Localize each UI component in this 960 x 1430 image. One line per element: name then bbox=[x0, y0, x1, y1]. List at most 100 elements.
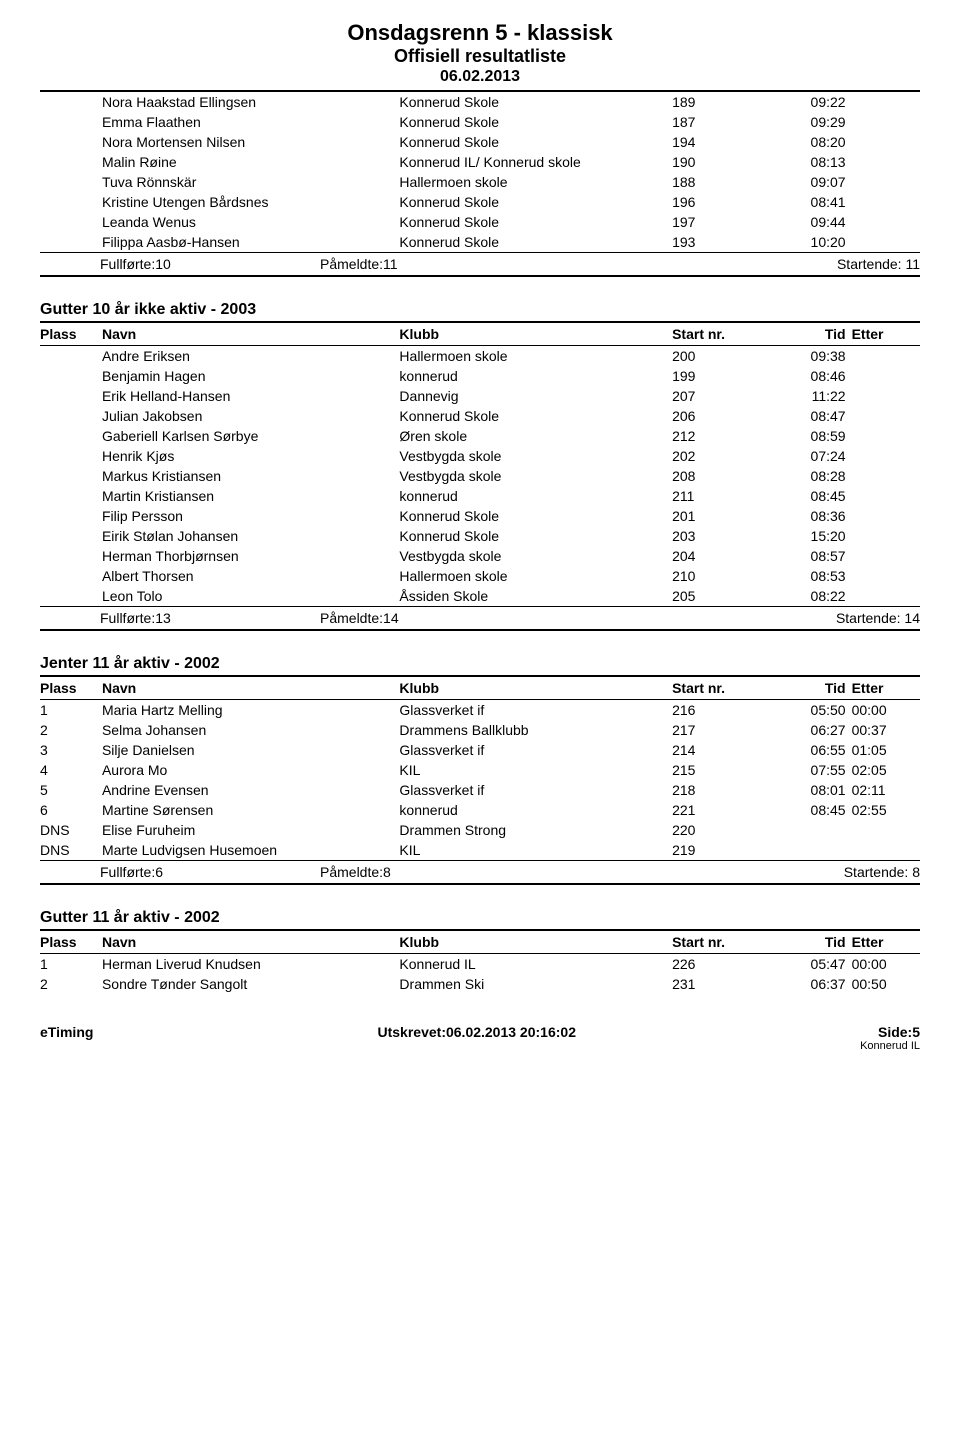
table-row: Henrik KjøsVestbygda skole20207:24 bbox=[40, 446, 920, 466]
col-etter: Etter bbox=[846, 323, 920, 345]
cell: 202 bbox=[672, 446, 771, 466]
pameldte: Påmeldte:11 bbox=[320, 253, 540, 275]
cell: Tuva Rönnskär bbox=[102, 172, 399, 192]
section-title: Gutter 10 år ikke aktiv - 2003 bbox=[40, 301, 920, 319]
cell: Konnerud Skole bbox=[399, 406, 672, 426]
cell: Hallermoen skole bbox=[399, 172, 672, 192]
table-row: Tuva RönnskärHallermoen skole18809:07 bbox=[40, 172, 920, 192]
fullforte: Fullførte:13 bbox=[100, 607, 320, 629]
fullforte: Fullførte:6 bbox=[100, 861, 320, 883]
table-row: Filippa Aasbø-HansenKonnerud Skole19310:… bbox=[40, 232, 920, 252]
doc-title: Onsdagsrenn 5 - klassisk bbox=[40, 20, 920, 46]
cell bbox=[846, 820, 920, 840]
cell: 08:45 bbox=[771, 486, 845, 506]
cell bbox=[846, 192, 920, 212]
cell: 15:20 bbox=[771, 526, 845, 546]
cell: 08:20 bbox=[771, 132, 845, 152]
cell: Silje Danielsen bbox=[102, 740, 399, 760]
cell: KIL bbox=[399, 760, 672, 780]
table-row: Malin RøineKonnerud IL/ Konnerud skole19… bbox=[40, 152, 920, 172]
pameldte: Påmeldte:14 bbox=[320, 607, 540, 629]
cell bbox=[40, 386, 102, 406]
cell bbox=[40, 366, 102, 386]
cell: Hallermoen skole bbox=[399, 346, 672, 366]
cell: 08:59 bbox=[771, 426, 845, 446]
cell: 3 bbox=[40, 740, 102, 760]
cell: 02:11 bbox=[846, 780, 920, 800]
cell bbox=[846, 486, 920, 506]
cell: 211 bbox=[672, 486, 771, 506]
cell: Herman Thorbjørnsen bbox=[102, 546, 399, 566]
cell: 1 bbox=[40, 700, 102, 720]
cell: Konnerud Skole bbox=[399, 192, 672, 212]
cell bbox=[846, 406, 920, 426]
cell: 08:53 bbox=[771, 566, 845, 586]
cell: 08:41 bbox=[771, 192, 845, 212]
cell bbox=[846, 840, 920, 860]
cell: Konnerud Skole bbox=[399, 212, 672, 232]
cell: Selma Johansen bbox=[102, 720, 399, 740]
divider bbox=[40, 629, 920, 631]
cell bbox=[40, 172, 102, 192]
cell: Filippa Aasbø-Hansen bbox=[102, 232, 399, 252]
cell: 08:22 bbox=[771, 586, 845, 606]
cell: Konnerud Skole bbox=[399, 112, 672, 132]
results-table-1: Nora Haakstad EllingsenKonnerud Skole189… bbox=[40, 92, 920, 252]
cell: 6 bbox=[40, 800, 102, 820]
cell: 199 bbox=[672, 366, 771, 386]
cell bbox=[846, 446, 920, 466]
cell: Andrine Evensen bbox=[102, 780, 399, 800]
cell: 06:37 bbox=[771, 974, 845, 994]
footer-right: Side:5 bbox=[860, 1024, 920, 1040]
col-plass: Plass bbox=[40, 323, 102, 345]
table-row: 1Maria Hartz MellingGlassverket if21605:… bbox=[40, 700, 920, 720]
cell: Maria Hartz Melling bbox=[102, 700, 399, 720]
cell: 208 bbox=[672, 466, 771, 486]
cell: Markus Kristiansen bbox=[102, 466, 399, 486]
table-row: 2Selma JohansenDrammens Ballklubb21706:2… bbox=[40, 720, 920, 740]
cell: Malin Røine bbox=[102, 152, 399, 172]
cell: 08:36 bbox=[771, 506, 845, 526]
cell: 07:55 bbox=[771, 760, 845, 780]
cell: 189 bbox=[672, 92, 771, 112]
cell: 210 bbox=[672, 566, 771, 586]
cell: 09:44 bbox=[771, 212, 845, 232]
cell bbox=[846, 466, 920, 486]
cell: 02:55 bbox=[846, 800, 920, 820]
cell bbox=[846, 112, 920, 132]
cell bbox=[846, 566, 920, 586]
table-row: Nora Mortensen NilsenKonnerud Skole19408… bbox=[40, 132, 920, 152]
col-tid: Tid bbox=[771, 677, 845, 699]
table-row: Filip PerssonKonnerud Skole20108:36 bbox=[40, 506, 920, 526]
cell: 196 bbox=[672, 192, 771, 212]
table-row: Markus KristiansenVestbygda skole20808:2… bbox=[40, 466, 920, 486]
cell: 214 bbox=[672, 740, 771, 760]
cell: Konnerud IL/ Konnerud skole bbox=[399, 152, 672, 172]
cell: 226 bbox=[672, 954, 771, 974]
cell: Glassverket if bbox=[399, 780, 672, 800]
col-tid: Tid bbox=[771, 323, 845, 345]
table-row: Emma FlaathenKonnerud Skole18709:29 bbox=[40, 112, 920, 132]
cell: Elise Furuheim bbox=[102, 820, 399, 840]
cell: Aurora Mo bbox=[102, 760, 399, 780]
table-row: DNSMarte Ludvigsen HusemoenKIL219 bbox=[40, 840, 920, 860]
cell: 2 bbox=[40, 974, 102, 994]
cell: Konnerud Skole bbox=[399, 506, 672, 526]
cell: 194 bbox=[672, 132, 771, 152]
cell bbox=[40, 466, 102, 486]
cell: Eirik Stølan Johansen bbox=[102, 526, 399, 546]
cell bbox=[771, 840, 845, 860]
table-row: Erik Helland-HansenDannevig20711:22 bbox=[40, 386, 920, 406]
cell: 188 bbox=[672, 172, 771, 192]
cell: 217 bbox=[672, 720, 771, 740]
cell: 06:55 bbox=[771, 740, 845, 760]
table-row: 5Andrine EvensenGlassverket if21808:0102… bbox=[40, 780, 920, 800]
cell: Martine Sørensen bbox=[102, 800, 399, 820]
cell: 08:57 bbox=[771, 546, 845, 566]
cell: Vestbygda skole bbox=[399, 466, 672, 486]
col-tid: Tid bbox=[771, 931, 845, 953]
results-table-3: Plass Navn Klubb Start nr. Tid Etter bbox=[40, 677, 920, 699]
cell: 1 bbox=[40, 954, 102, 974]
table-row: DNSElise FuruheimDrammen Strong220 bbox=[40, 820, 920, 840]
cell bbox=[40, 486, 102, 506]
